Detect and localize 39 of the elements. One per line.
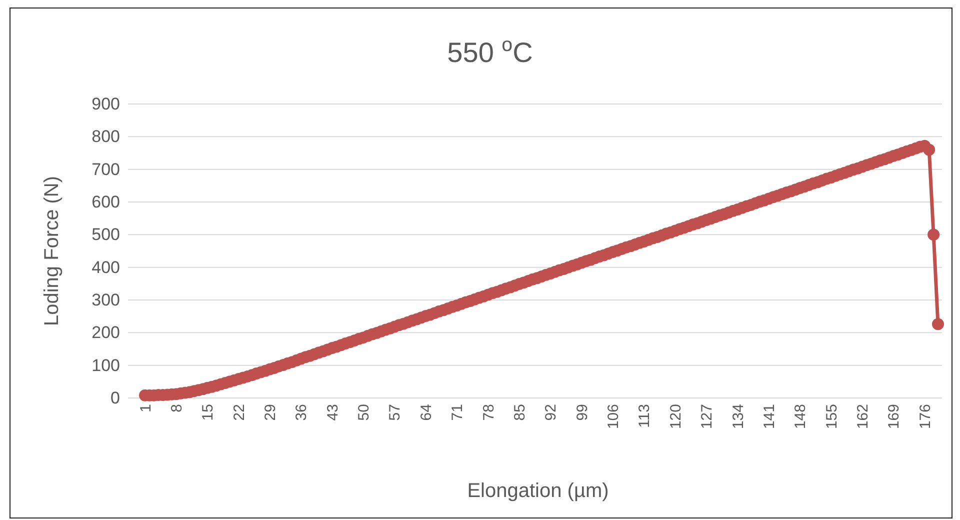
y-tick-label: 100 <box>92 356 120 375</box>
x-tick-label: 64 <box>418 404 435 421</box>
x-tick-label: 169 <box>886 404 903 430</box>
x-tick-label: 127 <box>698 404 716 430</box>
x-tick-label: 36 <box>293 404 310 421</box>
x-tick-label: 155 <box>823 404 840 430</box>
x-tick-label: 162 <box>854 404 872 430</box>
x-tick-label: 43 <box>324 404 342 421</box>
x-tick-label: 50 <box>356 404 373 421</box>
y-tick-label: 300 <box>92 290 120 310</box>
x-tick-label: 85 <box>511 404 528 421</box>
x-tick-label: 92 <box>542 404 560 421</box>
x-tick-label: 148 <box>792 404 810 430</box>
x-tick-label: 22 <box>230 404 248 421</box>
x-axis-title: Elongation (µm) <box>467 480 609 502</box>
x-tick-label: 134 <box>730 404 747 430</box>
y-tick-label: 800 <box>92 127 120 146</box>
x-tick-label: 15 <box>200 404 217 421</box>
chart-title: 550 $^{o}$C <box>447 34 533 68</box>
y-tick-label: 500 <box>92 225 120 244</box>
y-axis-title: Loding Force (N) <box>41 176 63 326</box>
y-tick-label: 600 <box>92 192 120 212</box>
y-tick-label: 900 <box>92 94 120 114</box>
x-tick-label: 120 <box>667 404 684 430</box>
x-tick-label: 1 <box>137 404 154 412</box>
y-tick-label: 0 <box>110 388 120 408</box>
x-tick-label: 29 <box>262 404 279 421</box>
x-tick-label: 57 <box>386 404 404 421</box>
x-tick-label: 141 <box>760 404 778 430</box>
y-tick-label: 400 <box>92 258 120 277</box>
x-tick-label: 106 <box>605 404 622 430</box>
x-tick-label: 99 <box>574 404 591 421</box>
y-tick-label: 200 <box>92 323 120 342</box>
x-tick-label: 78 <box>480 404 498 421</box>
x-tick-label: 8 <box>168 404 186 412</box>
x-tick-label: 113 <box>636 404 654 428</box>
x-tick-label: 176 <box>916 404 934 430</box>
y-tick-label: 700 <box>92 160 120 179</box>
x-tick-label: 71 <box>449 404 466 421</box>
